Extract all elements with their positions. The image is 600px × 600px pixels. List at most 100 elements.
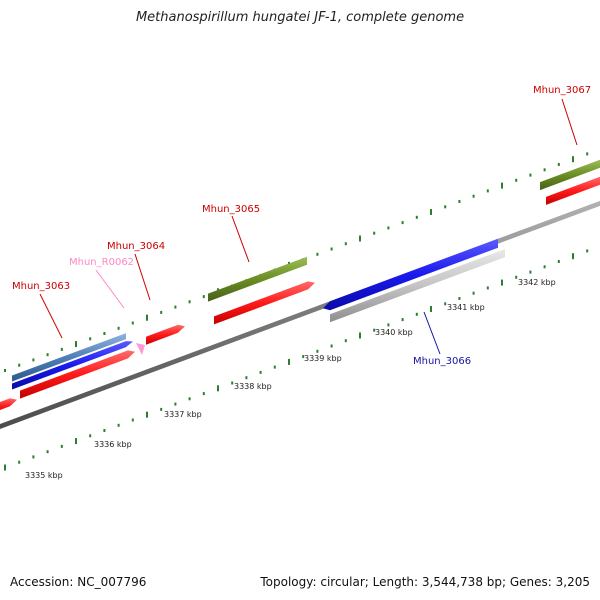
scale-label-3337: 3337 kbp — [164, 410, 202, 419]
upper-tick — [75, 341, 77, 348]
label-leader-line — [561, 98, 578, 146]
gene-label-mhun-r0062[interactable]: Mhun_R0062 — [69, 257, 134, 268]
gene-feature-steelblue — [12, 333, 126, 382]
scale-label-3338: 3338 kbp — [234, 382, 272, 391]
lower-tick — [344, 339, 347, 343]
gene-feature-grey — [330, 249, 505, 323]
lower-tick — [373, 328, 376, 332]
cds-feature — [0, 398, 17, 410]
upper-tick — [373, 231, 376, 235]
gene-feature-olive — [208, 256, 307, 302]
scale-label-3336: 3336 kbp — [94, 440, 132, 449]
upper-tick — [32, 358, 35, 362]
lower-tick — [557, 260, 560, 263]
upper-tick — [174, 305, 177, 309]
upper-tick — [515, 178, 518, 182]
upper-tick — [89, 337, 92, 341]
upper-tick — [557, 163, 560, 166]
upper-tick — [444, 205, 447, 209]
gene-label-mhun-3065[interactable]: Mhun_3065 — [202, 204, 260, 215]
scale-ticks — [4, 152, 589, 471]
upper-tick — [46, 353, 49, 357]
lower-tick — [458, 297, 461, 300]
lower-tick — [146, 411, 148, 418]
upper-tick — [160, 310, 163, 314]
gene-label-mhun-3063[interactable]: Mhun_3063 — [12, 281, 70, 292]
upper-tick — [529, 173, 532, 177]
lower-tick — [217, 385, 219, 392]
lower-tick — [316, 349, 319, 353]
upper-tick — [344, 242, 347, 246]
label-leaders — [39, 98, 578, 355]
upper-tick — [359, 235, 361, 242]
lower-tick — [444, 302, 447, 306]
upper-tick — [330, 247, 333, 251]
upper-tick — [501, 182, 503, 189]
cds-feature — [546, 176, 600, 205]
gene-label-mhun-3067[interactable]: Mhun_3067 — [533, 85, 591, 96]
lower-tick — [131, 418, 134, 422]
lower-tick — [75, 438, 77, 445]
lower-tick — [245, 376, 248, 380]
lower-tick — [586, 249, 589, 253]
scale-label-3339: 3339 kbp — [304, 354, 342, 363]
accession-text: Accession: NC_007796 — [10, 575, 147, 589]
lower-tick — [103, 429, 106, 432]
upper-tick — [458, 200, 461, 203]
genome-title: Methanospirillum hungatei JF-1, complete… — [135, 10, 465, 25]
lower-tick — [202, 392, 205, 396]
lower-tick — [188, 397, 191, 401]
lower-tick — [401, 318, 404, 322]
upper-tick — [486, 189, 489, 193]
upper-tick — [202, 295, 205, 299]
cds-feature — [20, 350, 135, 399]
label-leader-line — [95, 269, 125, 309]
lower-tick — [89, 434, 92, 438]
lower-tick — [472, 291, 475, 295]
lower-tick — [415, 312, 418, 316]
upper-tick — [316, 252, 319, 256]
gene-label-mhun-3064[interactable]: Mhun_3064 — [107, 241, 165, 252]
backbone-bar — [0, 200, 600, 429]
gene-feature-mhun-3066 — [323, 238, 498, 311]
lower-tick — [231, 381, 234, 385]
label-leader-line — [231, 215, 250, 263]
upper-tick — [4, 369, 6, 372]
lower-tick — [288, 358, 290, 365]
upper-tick — [18, 363, 21, 367]
lower-tick — [486, 286, 489, 290]
upper-tick — [131, 321, 134, 325]
gene-label-mhun-3066[interactable]: Mhun_3066 — [413, 356, 471, 367]
scale-label-3335: 3335 kbp — [25, 471, 63, 480]
upper-tick — [188, 300, 191, 304]
lower-tick — [60, 444, 63, 448]
lower-tick — [302, 355, 305, 359]
upper-tick — [586, 152, 589, 156]
upper-tick — [415, 215, 418, 219]
lower-tick — [572, 253, 574, 260]
gene-labels: Mhun_3063 Mhun_R0062 Mhun_3064 Mhun_3065… — [12, 85, 591, 367]
upper-tick — [401, 221, 404, 225]
lower-tick — [543, 265, 546, 269]
lower-tick — [4, 464, 6, 471]
scale-label-3340: 3340 kbp — [375, 328, 413, 337]
upper-tick — [60, 347, 63, 351]
upper-tick — [572, 156, 574, 163]
scale-labels: 3335 kbp 3336 kbp 3337 kbp 3338 kbp 3339… — [25, 278, 556, 480]
lower-tick — [430, 306, 432, 312]
cds-feature — [146, 324, 185, 345]
label-leader-line — [134, 253, 151, 301]
label-leader-line — [39, 293, 63, 339]
upper-tick — [543, 168, 546, 172]
label-leader-line — [423, 311, 441, 355]
lower-tick — [117, 423, 120, 427]
lower-tick — [273, 365, 276, 369]
lower-tick — [387, 323, 390, 327]
lower-tick — [46, 450, 49, 454]
lower-tick — [359, 332, 361, 339]
rna-feature-mhun-r0062 — [136, 343, 145, 355]
gene-feature-blue — [12, 341, 133, 390]
upper-tick — [472, 194, 475, 198]
lower-tick — [174, 402, 177, 406]
